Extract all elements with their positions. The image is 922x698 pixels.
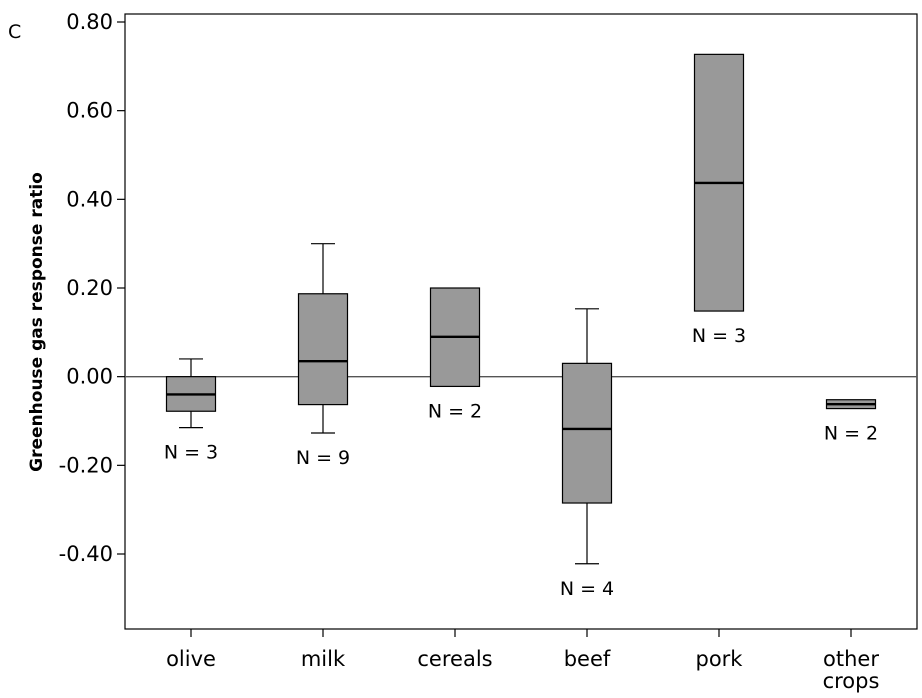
box-milk: N = 9 — [296, 243, 350, 469]
y-tick-label: 0.00 — [66, 365, 113, 389]
n-label: N = 2 — [824, 423, 878, 445]
y-tick-label: 0.60 — [66, 99, 113, 123]
y-tick-label: -0.40 — [59, 542, 113, 566]
n-label: N = 3 — [692, 325, 746, 347]
box-other-crops: N = 2 — [824, 399, 878, 445]
box-pork: N = 3 — [692, 53, 746, 347]
boxes: N = 3 N = 9 N = 2 N = 4 N = 3 N = 2 — [164, 53, 878, 600]
plot-frame — [124, 13, 918, 630]
y-tick-label: 0.40 — [66, 187, 113, 211]
n-label: N = 4 — [560, 578, 614, 600]
box-olive: N = 3 — [164, 358, 218, 464]
n-label: N = 9 — [296, 447, 350, 469]
x-tick-label: beef — [564, 647, 611, 671]
y-axis-label: Greenhouse gas response ratio — [27, 172, 47, 472]
box-cereals: N = 2 — [428, 287, 482, 422]
x-tick-label: crops — [823, 669, 880, 693]
y-tick-label: -0.20 — [59, 453, 113, 477]
panel-label: C — [8, 21, 21, 43]
y-tick-label: 0.80 — [66, 10, 113, 34]
n-label: N = 3 — [164, 442, 218, 464]
x-tick-label: olive — [166, 647, 216, 671]
iqr-box — [297, 293, 349, 406]
y-tick-label: 0.20 — [66, 276, 113, 300]
x-tick-label: pork — [696, 647, 744, 671]
x-tick-label: cereals — [417, 647, 492, 671]
n-label: N = 2 — [428, 400, 482, 422]
iqr-box — [561, 362, 613, 504]
x-tick-label: other — [823, 647, 879, 671]
box-beef: N = 4 — [560, 308, 614, 600]
x-tick-label: milk — [301, 647, 346, 671]
y-axis: 0.80 0.60 0.40 0.20 0.00 -0.20 -0.40 — [59, 10, 125, 566]
